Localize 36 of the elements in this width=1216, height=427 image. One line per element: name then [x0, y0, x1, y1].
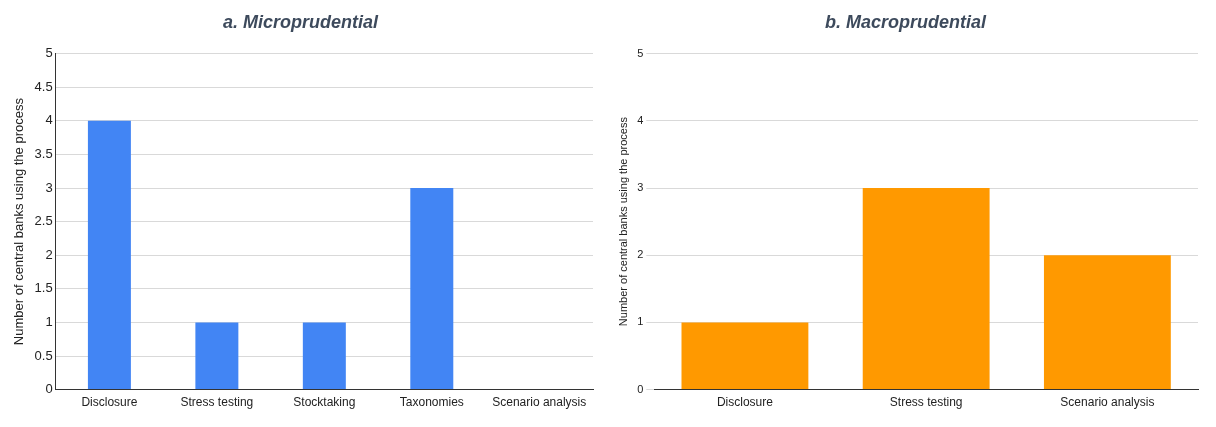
bar — [302, 322, 346, 390]
x-tick-label: Taxonomies — [399, 395, 464, 410]
y-tick-label: 2.5 — [34, 213, 53, 229]
y-tick-label: 0.5 — [34, 347, 53, 363]
x-tick-label: Stress testing — [180, 395, 254, 410]
x-tick-label: Stocktaking — [293, 395, 356, 410]
y-tick-label: 4 — [637, 113, 644, 126]
bar — [862, 188, 990, 390]
bar — [87, 120, 131, 390]
y-tick-label: 4.5 — [34, 78, 53, 94]
bar — [1043, 255, 1171, 390]
x-tick-label: Stress testing — [889, 395, 963, 410]
bar — [681, 322, 809, 390]
chart-title: a. Microprudential — [222, 11, 379, 32]
y-tick-label: 0 — [45, 381, 53, 397]
x-tick-label: Disclosure — [716, 395, 774, 410]
y-axis-title: Number of central banks using the process — [616, 116, 629, 327]
y-tick-label: 0 — [637, 382, 644, 395]
y-axis-title: Number of central banks using the process — [11, 97, 27, 346]
x-tick-label: Scenario analysis — [492, 395, 587, 410]
y-tick-label: 2 — [637, 248, 644, 261]
y-tick-label: 5 — [637, 46, 644, 59]
bar — [410, 188, 454, 390]
y-tick-label: 3 — [45, 179, 53, 195]
y-tick-label: 3.5 — [34, 145, 53, 161]
y-tick-label: 1 — [637, 315, 644, 328]
y-tick-label: 3 — [637, 181, 644, 194]
y-tick-label: 1 — [45, 313, 53, 329]
y-tick-label: 4 — [45, 112, 53, 128]
bar — [195, 322, 239, 390]
chart-title: b. Macroprudential — [824, 11, 988, 32]
y-tick-label: 1.5 — [34, 280, 53, 296]
y-tick-label: 5 — [45, 45, 53, 61]
y-tick-label: 2 — [45, 246, 53, 262]
x-tick-label: Disclosure — [81, 395, 138, 410]
x-tick-label: Scenario analysis — [1060, 395, 1155, 410]
